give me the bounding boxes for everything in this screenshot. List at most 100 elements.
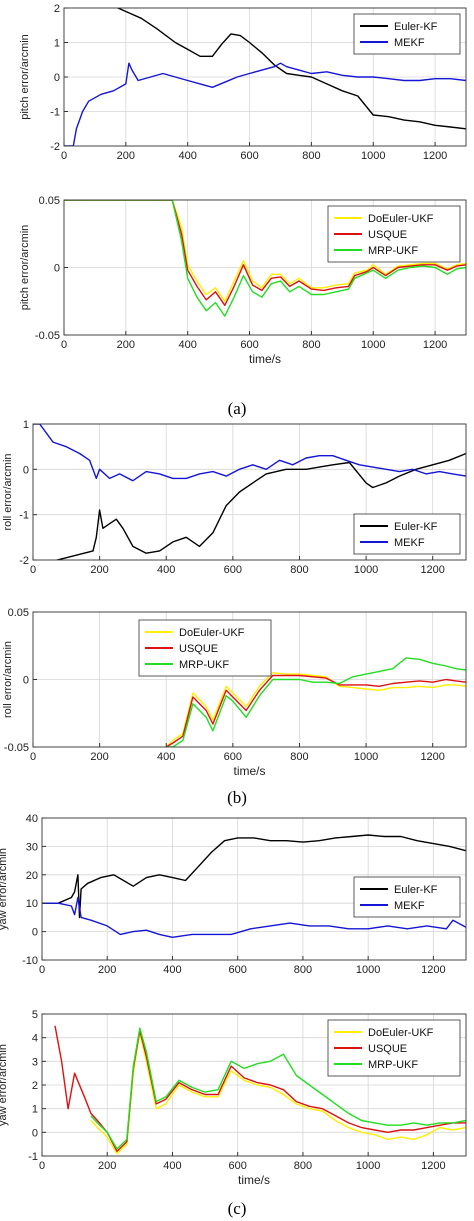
x-tick-label: 400: [163, 1160, 181, 1172]
legend-entry: Euler-KF: [394, 521, 438, 533]
x-tick-label: 0: [30, 564, 36, 576]
panel-label-c: (c): [228, 1199, 247, 1218]
x-tick-label: 1000: [354, 751, 378, 763]
x-tick-label: 600: [229, 1160, 247, 1172]
legend-entry: DoEuler-UKF: [368, 1027, 434, 1039]
x-tick-label: 0: [39, 964, 45, 976]
x-tick-label: 800: [294, 964, 312, 976]
series-line-mrp-ukf: [64, 200, 466, 317]
y-axis-label: roll error/arcmin: [2, 641, 14, 718]
y-axis-label: yaw error/arcmin: [0, 1044, 9, 1126]
x-tick-label: 400: [163, 964, 181, 976]
axes-frame: [41, 817, 467, 961]
x-tick-label: 1200: [421, 964, 445, 976]
series-line-doeuler-ukf: [165, 672, 466, 747]
x-axis-label: time/s: [238, 1173, 270, 1187]
y-tick-label: 0: [54, 263, 60, 275]
legend-entry: Euler-KF: [394, 884, 438, 896]
legend-entry: MRP-UKF: [368, 245, 418, 257]
x-tick-label: 0: [30, 751, 36, 763]
y-tick-label: 3: [32, 1056, 38, 1068]
y-tick-label: 2: [32, 1080, 38, 1092]
series-line-usque: [64, 200, 466, 306]
series-line-euler-kf: [42, 834, 466, 919]
x-tick-label: 400: [157, 564, 175, 576]
legend-entry: MEKF: [394, 537, 425, 549]
legend: DoEuler-UKF USQUE MRP-UKF: [138, 619, 272, 677]
legend-entry: MRP-UKF: [179, 659, 229, 671]
legend-entry: DoEuler-UKF: [368, 213, 434, 225]
series-line-euler-kf: [116, 8, 466, 130]
x-tick-label: 1000: [361, 339, 385, 351]
chart-roll-kf: 0 200 400 600 800 1000 1200 -2 -1 0 1 roll error/ar…: [2, 419, 467, 576]
y-axis-label: pitch error/arcmin: [19, 225, 31, 311]
y-tick-label: -1: [19, 510, 29, 522]
legend-box: [353, 513, 461, 555]
y-tick-label: 1: [54, 38, 60, 50]
x-tick-label: 200: [90, 564, 108, 576]
x-tick-label: 800: [290, 751, 308, 763]
y-tick-label: 20: [26, 870, 38, 882]
legend-entry: USQUE: [179, 643, 218, 655]
y-tick-label: 1: [23, 419, 29, 431]
y-tick-label: 5: [32, 1009, 38, 1021]
series-line-usque: [165, 674, 466, 747]
legend: Euler-KF MEKF: [353, 13, 461, 55]
y-tick-label: 40: [26, 813, 38, 825]
x-tick-label: 800: [302, 150, 320, 162]
legend-entry: USQUE: [368, 1043, 407, 1055]
axes-frame: [32, 423, 467, 561]
x-tick-label: 1000: [354, 564, 378, 576]
y-tick-label: 0: [32, 1127, 38, 1139]
legend-entry: Euler-KF: [394, 21, 438, 33]
y-tick-label: 30: [26, 841, 38, 853]
series-line-mrp-ukf: [90, 1027, 466, 1150]
series-line-mekf: [64, 62, 466, 146]
y-tick-label: -0.05: [4, 742, 29, 754]
panel-label-a: (a): [228, 399, 247, 418]
series-line-usque: [54, 1025, 466, 1153]
legend-box: [353, 876, 461, 918]
y-tick-label: -1: [28, 1151, 38, 1163]
x-tick-label: 1200: [420, 564, 444, 576]
y-tick-label: 10: [26, 898, 38, 910]
x-tick-label: 1000: [356, 964, 380, 976]
series-line-mrp-ukf: [166, 657, 466, 747]
legend: DoEuler-UKF USQUE MRP-UKF: [327, 1019, 461, 1077]
x-tick-label: 1200: [423, 150, 447, 162]
legend-entry: DoEuler-UKF: [179, 627, 245, 639]
y-tick-label: 2: [54, 3, 60, 15]
y-axis-label: pitch error/arcmin: [19, 34, 31, 120]
x-tick-label: 600: [240, 150, 258, 162]
y-tick-label: 0.05: [39, 195, 60, 207]
x-tick-label: 600: [224, 751, 242, 763]
x-tick-label: 1200: [421, 1160, 445, 1172]
y-tick-label: 0: [32, 927, 38, 939]
legend-entry: MEKF: [394, 900, 425, 912]
y-axis-label: roll error/arcmin: [2, 453, 14, 530]
x-tick-label: 0: [61, 339, 67, 351]
x-tick-label: 600: [240, 339, 258, 351]
y-tick-label: -10: [22, 955, 38, 967]
x-tick-label: 400: [157, 751, 175, 763]
y-tick-label: 1: [32, 1104, 38, 1116]
legend-box: [353, 13, 461, 55]
legend: Euler-KF MEKF: [353, 876, 461, 918]
series-line-euler-kf: [54, 452, 466, 560]
x-tick-label: 400: [179, 150, 197, 162]
x-tick-label: 400: [179, 339, 197, 351]
y-axis-label: yaw error/arcmin: [0, 848, 9, 930]
y-tick-label: 0.05: [8, 607, 29, 619]
x-tick-label: 600: [224, 564, 242, 576]
legend: Euler-KF MEKF: [353, 513, 461, 555]
legend-entry: MRP-UKF: [368, 1059, 418, 1071]
y-tick-label: -0.05: [35, 330, 60, 342]
y-tick-label: -1: [50, 107, 60, 119]
series-line-mekf: [33, 424, 466, 482]
x-tick-label: 800: [290, 564, 308, 576]
x-tick-label: 200: [117, 150, 135, 162]
